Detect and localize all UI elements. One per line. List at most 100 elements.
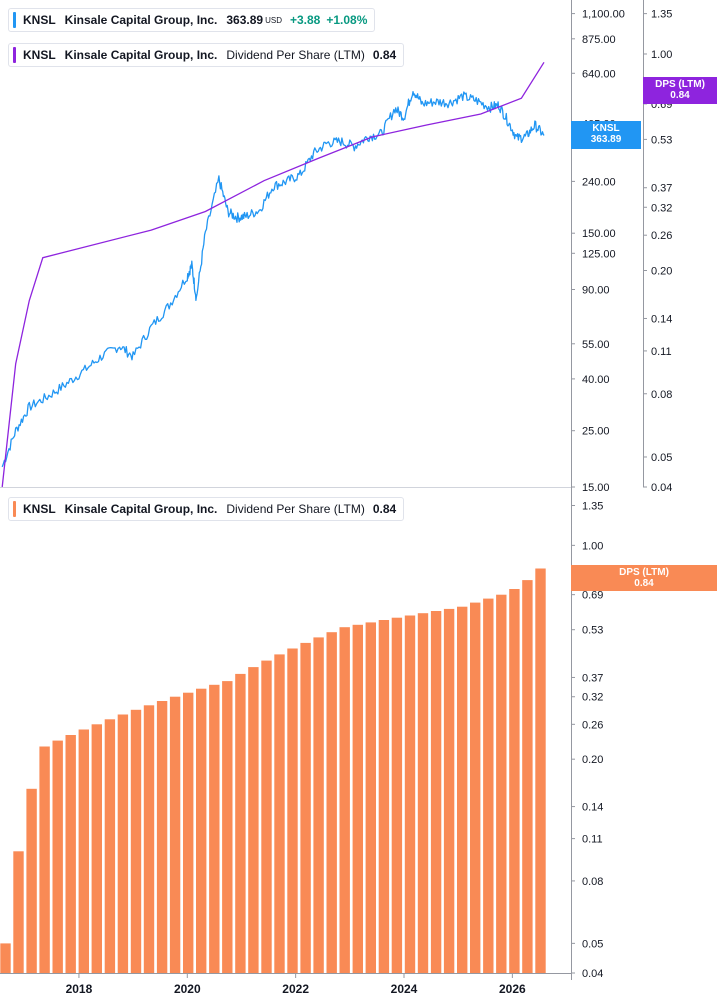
dps-bottom-axis-label: 0.32 — [582, 692, 603, 704]
dps-top-legend-ticker: KNSL — [23, 48, 56, 62]
dps-bar — [522, 580, 533, 973]
dps-bottom-last-value-tag: DPS (LTM) 0.84 — [571, 565, 717, 591]
dps-bar — [222, 681, 233, 973]
dps-bottom-axis-label: 1.00 — [582, 540, 603, 552]
price-axis-label: 25.00 — [582, 426, 610, 438]
dps-bar — [52, 740, 63, 973]
price-axis-label: 1,100.00 — [582, 9, 625, 21]
dps-bottom-axis-label: 0.14 — [582, 802, 603, 814]
dps-bar — [535, 568, 546, 973]
dps-top-axis-label: 1.00 — [651, 49, 672, 61]
dps-top-axis-label: 0.05 — [651, 452, 672, 464]
dps-bar — [130, 709, 142, 973]
time-axis-label: 2026 — [499, 982, 526, 996]
dps-top-axis-label: 0.26 — [651, 230, 672, 242]
price-legend-unit: USD — [265, 15, 282, 25]
price-axis-label: 150.00 — [582, 228, 616, 240]
dps-bottom-axis-label: 0.08 — [582, 876, 603, 888]
dps-bar — [209, 684, 220, 973]
dps-bar — [104, 719, 116, 973]
price-axis[interactable]: 15.00 25.00 40.00 55.00 90.00 125.00 150.00 240… — [571, 9, 625, 494]
dps-bar — [26, 788, 37, 973]
dps-bar — [39, 746, 50, 973]
dps-axis-bottom[interactable]: 0.04 0.05 0.08 0.11 0.14 0.20 0.26 0.32 0.37 0.53… — [571, 500, 603, 980]
dps-top-legend-metric: Dividend Per Share (LTM) — [226, 48, 365, 62]
dps-top-axis-label: 0.20 — [651, 265, 672, 277]
dps-bar — [156, 701, 168, 973]
dps-top-axis-label: 0.04 — [651, 482, 672, 494]
price-axis-label: 125.00 — [582, 248, 616, 260]
dps-bar — [430, 611, 442, 973]
price-tag-ticker: KNSL — [592, 123, 620, 134]
dps-top-legend[interactable]: KNSL Kinsale Capital Group, Inc. Dividen… — [8, 43, 405, 67]
price-tag-value: 363.89 — [590, 134, 622, 145]
price-legend-change-pct: +1.08% — [326, 13, 368, 27]
dps-bottom-legend-metric: Dividend Per Share (LTM) — [226, 502, 365, 516]
dps-bar — [300, 642, 311, 973]
dps-bar — [143, 705, 155, 973]
dps-bottom-legend[interactable]: KNSL Kinsale Capital Group, Inc. Dividen… — [8, 497, 405, 521]
dps-bar — [169, 696, 181, 973]
dps-bottom-axis-label: 0.04 — [582, 968, 603, 980]
dps-bottom-legend-ticker: KNSL — [23, 502, 56, 516]
price-axis-label: 875.00 — [582, 34, 616, 46]
dps-top-legend-value: 0.84 — [372, 48, 397, 62]
dps-bottom-axis-label: 0.26 — [582, 719, 603, 731]
dps-bar — [365, 622, 376, 973]
dps-bar — [378, 620, 390, 973]
dps-top-axis-label: 0.37 — [651, 183, 672, 195]
time-axis-label: 2020 — [174, 982, 201, 996]
dps-axis-top[interactable]: 0.04 0.05 0.08 0.11 0.14 0.20 0.26 0.32 0.37 0.53… — [643, 9, 672, 494]
dps-bottom-legend-swatch — [13, 501, 16, 517]
price-axis-label: 640.00 — [582, 68, 616, 80]
price-legend-swatch — [13, 12, 16, 28]
price-last-value-tag: KNSL 363.89 — [571, 121, 641, 149]
dps-top-axis-label: 0.14 — [651, 313, 672, 325]
dps-bar — [339, 627, 350, 973]
dps-top-axis-label: 0.53 — [651, 134, 672, 146]
time-axis-label: 2018 — [66, 982, 93, 996]
price-axis-label: 90.00 — [582, 285, 610, 297]
dps-bar — [457, 606, 468, 973]
dps-top-tag-value: 0.84 — [670, 90, 690, 101]
dps-top-axis-label: 0.32 — [651, 202, 672, 214]
price-legend-name: Kinsale Capital Group, Inc. — [64, 13, 218, 27]
dps-bar — [313, 637, 324, 973]
dps-bar — [196, 688, 207, 973]
dps-top-legend-name: Kinsale Capital Group, Inc. — [64, 48, 218, 62]
price-axis-label: 55.00 — [582, 339, 610, 351]
dps-bar — [483, 598, 494, 973]
dps-bar — [496, 594, 507, 973]
price-legend[interactable]: KNSL Kinsale Capital Group, Inc. 363.89 … — [8, 8, 376, 32]
dps-bar — [91, 724, 102, 973]
dps-bar — [326, 632, 337, 973]
dps-top-axis-label: 0.08 — [651, 389, 672, 401]
price-legend-ticker: KNSL — [23, 13, 56, 27]
dps-top-last-value-tag: DPS (LTM) 0.84 — [643, 77, 717, 104]
price-series-line — [1, 91, 545, 468]
dps-bottom-tag-value: 0.84 — [634, 578, 654, 589]
dps-top-axis-label: 0.11 — [651, 346, 672, 358]
dps-bar — [287, 648, 298, 973]
dps-bar — [391, 617, 403, 973]
dps-bar — [274, 654, 285, 973]
dps-series-line — [1, 61, 545, 488]
time-axis[interactable]: 2018 2020 2022 2024 2026 — [66, 973, 526, 996]
dps-bottom-axis-label: 0.20 — [582, 754, 603, 766]
dps-bar — [183, 692, 194, 973]
price-pane[interactable] — [1, 61, 545, 488]
dps-bottom-legend-value: 0.84 — [372, 502, 397, 516]
dps-bottom-axis-label: 0.53 — [582, 625, 603, 637]
dps-bar — [78, 729, 89, 973]
dps-bottom-axis-label: 0.37 — [582, 672, 603, 684]
dps-bottom-axis-label: 0.69 — [582, 590, 603, 602]
dps-bar — [470, 602, 481, 973]
time-axis-label: 2022 — [282, 982, 309, 996]
dps-bar — [417, 613, 429, 973]
dps-bar-pane[interactable] — [0, 568, 546, 974]
time-axis-label: 2024 — [391, 982, 418, 996]
dps-bottom-legend-name: Kinsale Capital Group, Inc. — [64, 502, 218, 516]
dps-bar — [248, 667, 259, 973]
price-axis-label: 240.00 — [582, 176, 616, 188]
